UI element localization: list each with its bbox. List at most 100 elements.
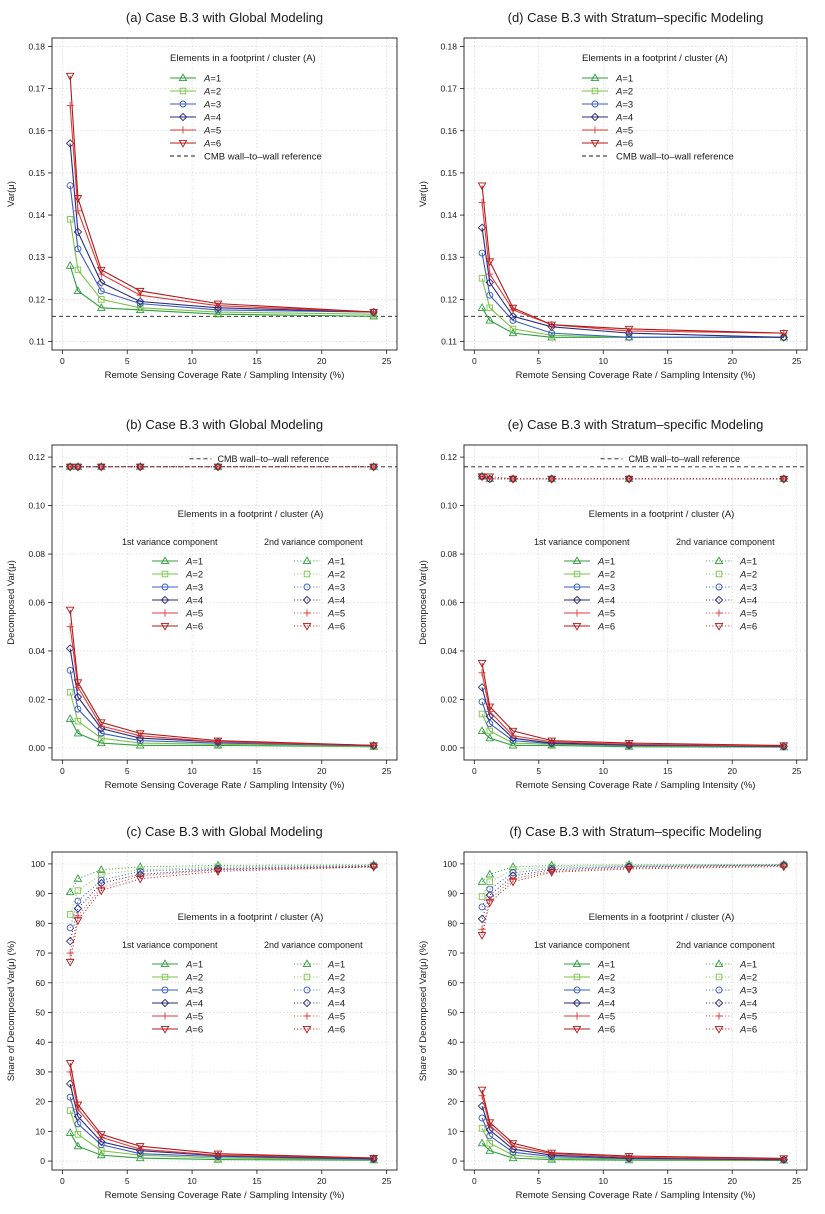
x-tick-label: 5 — [536, 766, 541, 776]
y-axis-label: Decomposed Var(μ) — [6, 560, 17, 645]
series-point-A2 — [548, 331, 555, 339]
series-first-point-A3 — [74, 705, 82, 713]
legend-label-value: =5 — [334, 609, 345, 620]
series-first-point-A4 — [97, 724, 106, 733]
legend-marker — [303, 609, 311, 617]
series-point-A5 — [478, 198, 486, 207]
legend-label: A=2 — [615, 87, 633, 98]
series-first-point-A5 — [66, 1068, 74, 1076]
y-tick-label: 80 — [448, 918, 458, 928]
legend-label-value: =3 — [334, 583, 345, 594]
legend-marker — [161, 986, 169, 994]
y-tick-label: 0.12 — [440, 294, 457, 304]
series-point-A4 — [485, 278, 495, 287]
legend-label: A=4 — [203, 113, 221, 124]
panel-a: (a) Case B.3 with Global Modeling 0 5 10 15 2… — [6, 10, 398, 381]
legend-label-value: =5 — [604, 1012, 615, 1023]
legend-sub-2: 2nd variance component — [264, 940, 363, 950]
y-tick-label: 0.08 — [28, 549, 45, 559]
legend-cmb-label: CMB wall–to–wall reference — [629, 454, 741, 464]
series-point-A4 — [213, 303, 223, 313]
series-first-point-A6 — [508, 1140, 518, 1148]
legend-marker — [178, 139, 188, 148]
legend-label: A=3 — [597, 986, 615, 997]
series-first-point-A3 — [478, 1114, 486, 1122]
y-tick-label: 0.16 — [28, 126, 45, 136]
series-second-point-A6 — [547, 475, 557, 484]
legend-label-value: =2 — [604, 570, 615, 581]
plot-frame — [463, 851, 808, 1171]
legend-label: A=5 — [739, 1012, 757, 1023]
legend-sub-2: 2nd variance component — [264, 537, 363, 547]
legend-label-a: A — [739, 986, 746, 997]
series-point-A2 — [74, 266, 82, 274]
x-tick-label: 25 — [382, 1176, 392, 1186]
legend-marker — [303, 583, 311, 591]
legend: Elements in a footprint / cluster (A) 1st… — [534, 454, 775, 633]
series-first-point-A4 — [135, 733, 145, 743]
legend-label: A=1 — [615, 74, 633, 85]
legend-title: Elements in a footprint / cluster (A) — [589, 912, 735, 923]
legend-label: A=2 — [327, 973, 345, 984]
series-first-point-A2 — [486, 1140, 494, 1147]
legend-label: A=3 — [739, 583, 757, 594]
series-first-point-A1 — [477, 726, 487, 734]
series-first-point-A6 — [547, 737, 557, 746]
legend-label-value: =4 — [192, 999, 203, 1010]
series-first-line-A6 — [69, 609, 374, 747]
legend-label: A=2 — [597, 973, 615, 984]
legend-label-value: =1 — [604, 557, 615, 568]
series-first-point-A1 — [508, 740, 518, 749]
series-second-point-A5 — [478, 925, 486, 933]
series-point-A6 — [477, 182, 487, 191]
legend-label: A=6 — [185, 622, 203, 633]
plot-frame — [463, 37, 808, 351]
x-axis-label: Remote Sensing Coverage Rate / Sampling … — [105, 780, 345, 791]
series-first-line-A3 — [69, 670, 374, 747]
legend-label-a: A — [597, 596, 604, 607]
y-tick-label: 0.02 — [28, 694, 45, 704]
series-second-point-A6 — [485, 899, 495, 908]
y-tick-label: 0.14 — [440, 210, 457, 220]
x-tick-label: 20 — [727, 356, 737, 366]
legend-label-value: =4 — [334, 999, 345, 1010]
panel-title: (f) Case B.3 with Stratum–specific Model… — [509, 824, 761, 839]
x-tick-label: 25 — [382, 356, 392, 366]
legend-label-value: =1 — [210, 74, 221, 85]
x-tick-label: 20 — [727, 766, 737, 776]
legend-marker — [303, 986, 311, 994]
legend-marker — [715, 1012, 723, 1020]
legend-label: A=3 — [327, 583, 345, 594]
series-first-point-A4 — [97, 1137, 106, 1147]
series-second-point-A5 — [74, 912, 82, 920]
series-first-line-A1 — [69, 718, 374, 748]
series-first-line-A2 — [481, 1128, 784, 1161]
x-tick-label: 25 — [792, 1176, 802, 1186]
y-tick-label: 60 — [448, 978, 458, 988]
x-tick-label: 5 — [125, 356, 130, 366]
y-tick-label: 20 — [36, 1097, 46, 1107]
series-first-point-A5 — [509, 732, 517, 740]
legend-label: A=2 — [739, 973, 757, 984]
x-tick-label: 15 — [252, 766, 262, 776]
legend-marker — [302, 595, 312, 605]
legend-label-value: =6 — [604, 1025, 615, 1036]
series-second-point-A1 — [96, 865, 106, 873]
series-first-point-A3 — [74, 1120, 82, 1128]
legend-label-a: A — [185, 1025, 192, 1036]
series-point-A2 — [98, 296, 105, 303]
y-tick-label: 0.10 — [440, 501, 457, 511]
legend-label-value: =1 — [604, 960, 615, 971]
legend-label-value: =5 — [334, 1012, 345, 1023]
series-second-line-A6 — [482, 476, 784, 480]
series-line-A2 — [69, 219, 374, 315]
legend-label: A=6 — [185, 1025, 203, 1036]
y-tick-label: 0.18 — [28, 41, 45, 51]
series-first-point-A5 — [66, 623, 74, 631]
legend-label: A=2 — [327, 570, 345, 581]
x-axis-label: Remote Sensing Coverage Rate / Sampling … — [516, 1190, 756, 1201]
legend-label-a: A — [327, 596, 334, 607]
legend-marker — [573, 973, 581, 981]
y-tick-label: 0.11 — [29, 337, 45, 347]
series-point-A4 — [547, 322, 556, 332]
